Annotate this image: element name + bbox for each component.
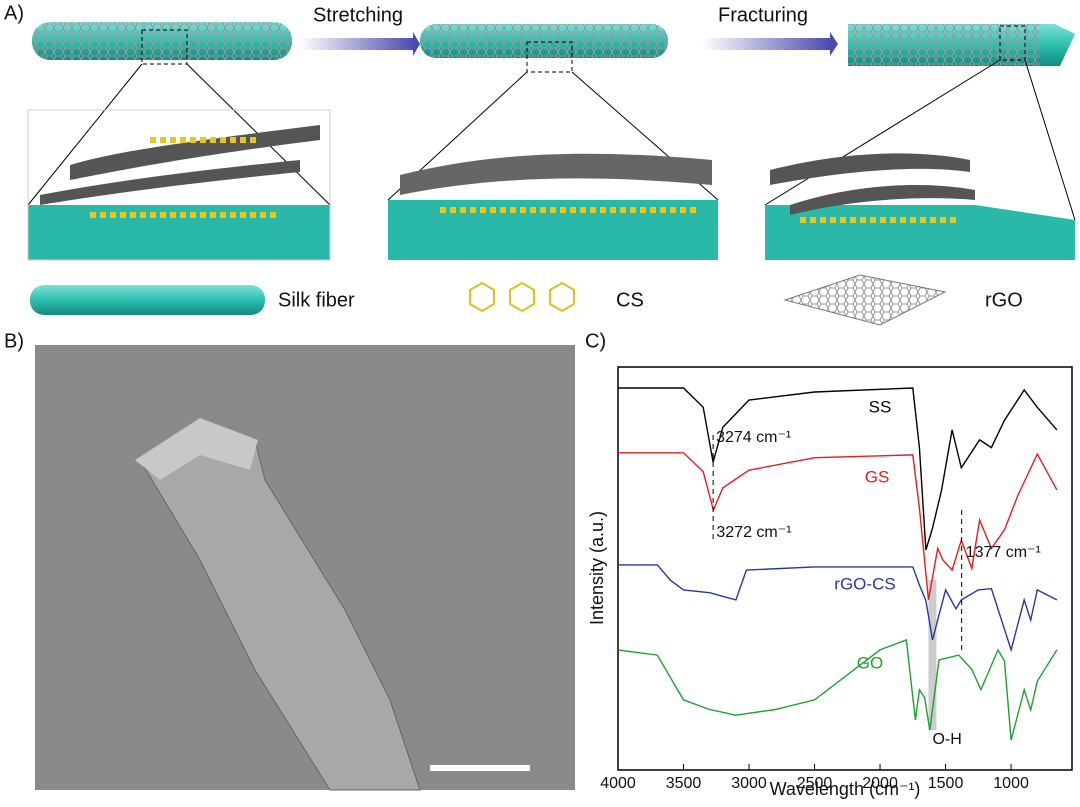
spectrum bbox=[618, 387, 1058, 551]
rgo-icon bbox=[783, 274, 947, 326]
arrow bbox=[702, 38, 832, 50]
panel-label: C) bbox=[585, 330, 606, 352]
x-tick-label: 4000 bbox=[600, 775, 636, 792]
legend-fiber bbox=[30, 285, 265, 315]
arrow-head bbox=[830, 32, 838, 56]
band bbox=[928, 580, 937, 730]
inset-boxes bbox=[27, 109, 1075, 261]
legend-label: CS bbox=[616, 289, 644, 311]
fracture-face bbox=[135, 418, 258, 480]
x-tick-label: 2500 bbox=[797, 775, 833, 792]
x-tick-label: 1500 bbox=[928, 775, 964, 792]
legend-label: GO bbox=[857, 653, 883, 672]
annotation: 3274 cm⁻¹ bbox=[716, 429, 791, 446]
legend-label: rGO bbox=[985, 289, 1023, 311]
spectrum bbox=[618, 564, 1058, 653]
arrow bbox=[300, 38, 415, 50]
legend-label: SS bbox=[869, 397, 892, 416]
legend-label: Silk fiber bbox=[278, 289, 355, 311]
arrow-head bbox=[413, 32, 420, 56]
annotation: O-H bbox=[932, 731, 961, 748]
step-label: Stretching bbox=[313, 4, 403, 26]
graphene-coat bbox=[420, 24, 668, 58]
panel-label: A) bbox=[4, 2, 24, 24]
legend-label: rGO-CS bbox=[834, 574, 895, 593]
x-tick-label: 2000 bbox=[862, 775, 898, 792]
spectrum bbox=[617, 638, 1058, 741]
panel-label: B) bbox=[4, 330, 24, 352]
annotation: 3272 cm⁻¹ bbox=[716, 524, 791, 541]
graphene-coat bbox=[848, 24, 1040, 66]
x-tick-label: 1000 bbox=[993, 775, 1029, 792]
cs-icon bbox=[469, 281, 575, 313]
plot-frame bbox=[617, 366, 1073, 771]
graphene-coat bbox=[32, 22, 292, 60]
scale-bar bbox=[430, 765, 530, 771]
x-tick-label: 3000 bbox=[731, 775, 767, 792]
legend-label: GS bbox=[865, 467, 890, 486]
x-tick-label: 3500 bbox=[666, 775, 702, 792]
annotation: 1377 cm⁻¹ bbox=[966, 544, 1041, 561]
x-axis-title: Wavelength (cm⁻¹) bbox=[770, 779, 921, 799]
spectrum bbox=[618, 452, 1058, 601]
y-axis-title: Intensity (a.u.) bbox=[587, 511, 607, 625]
step-label: Fracturing bbox=[718, 4, 808, 26]
